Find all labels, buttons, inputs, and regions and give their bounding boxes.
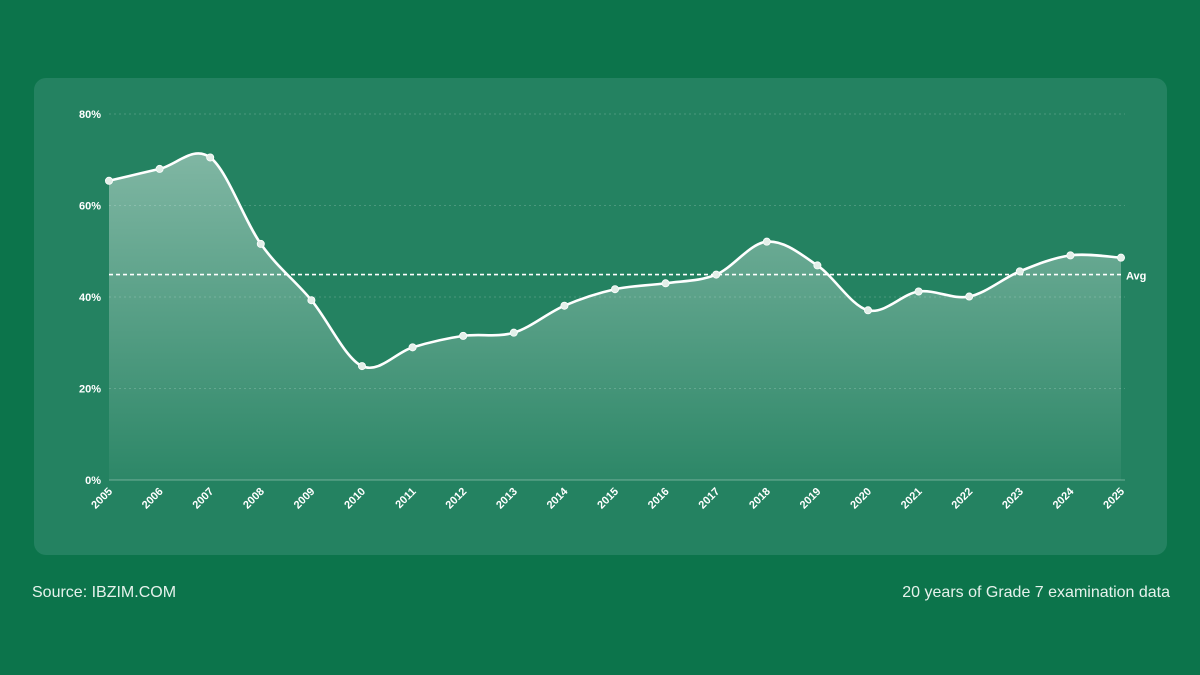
- data-point-2023: [1015, 267, 1024, 276]
- x-tick-label: 2025: [1101, 486, 1127, 512]
- x-tick-label: 2020: [848, 486, 874, 512]
- data-point-2017: [712, 270, 721, 279]
- area-fill: [109, 153, 1121, 481]
- x-tick-label: 2008: [241, 486, 267, 512]
- data-point-2006: [155, 164, 164, 173]
- chart-caption: 20 years of Grade 7 examination data: [902, 584, 1170, 601]
- x-tick-label: 2019: [798, 486, 824, 512]
- average-label: Avg: [1126, 271, 1146, 283]
- data-point-2010: [357, 362, 366, 371]
- average-line-group: Avg: [109, 271, 1146, 283]
- data-point-2005: [105, 176, 114, 185]
- y-tick-label: 0%: [85, 475, 101, 487]
- x-axis-ticks: 2005 2006 2007 2008 2009 2010 2011 2012 2013 2014…: [89, 485, 1127, 511]
- x-tick-label: 2016: [646, 486, 672, 512]
- data-point-2022: [965, 292, 974, 301]
- data-point-2015: [611, 285, 620, 294]
- area-fill-group: [109, 153, 1121, 481]
- x-tick-label: 2006: [140, 486, 166, 512]
- chart-panel: Avg 0% 20% 40% 60% 80% 2005 2006 2007 2008 2009 2…: [34, 78, 1167, 555]
- x-tick-label: 2015: [595, 486, 621, 512]
- y-tick-label: 40%: [79, 292, 101, 304]
- data-point-2016: [661, 279, 670, 288]
- data-point-2019: [813, 261, 822, 270]
- x-tick-label: 2017: [697, 486, 723, 512]
- y-tick-label: 80%: [79, 109, 101, 121]
- x-tick-label: 2022: [950, 486, 976, 512]
- data-point-2024: [1066, 251, 1075, 260]
- x-tick-label: 2023: [1000, 486, 1026, 512]
- data-point-2018: [762, 237, 771, 246]
- x-tick-label: 2007: [191, 486, 217, 512]
- x-tick-label: 2010: [342, 486, 368, 512]
- source-label: Source: IBZIM.COM: [32, 584, 177, 601]
- data-point-2011: [408, 343, 417, 352]
- x-tick-label: 2024: [1051, 485, 1077, 511]
- x-tick-label: 2009: [292, 486, 318, 512]
- x-tick-label: 2013: [494, 486, 520, 512]
- data-point-2025: [1117, 253, 1126, 262]
- x-tick-label: 2012: [444, 486, 470, 512]
- data-point-2009: [307, 296, 316, 305]
- data-point-2012: [459, 331, 468, 340]
- line-chart: Avg 0%20%40%60%80% 2005 2006 2007 2008 2009 2…: [79, 109, 1146, 511]
- x-tick-label: 2014: [545, 485, 571, 511]
- data-point-2014: [560, 301, 569, 310]
- x-tick-label: 2018: [747, 486, 773, 512]
- y-tick-label: 60%: [79, 201, 101, 213]
- y-tick-label: 20%: [79, 384, 101, 396]
- x-tick-label: 2005: [89, 486, 115, 512]
- x-tick-label: 2021: [899, 486, 925, 512]
- x-tick-label: 2011: [393, 486, 418, 511]
- data-point-2008: [256, 239, 265, 248]
- y-axis-ticks: 0% 20% 40% 60% 80%: [79, 109, 101, 487]
- data-point-2007: [206, 153, 215, 162]
- data-points: [105, 153, 1126, 371]
- data-point-2021: [914, 287, 923, 296]
- data-point-2020: [864, 306, 873, 315]
- data-point-2013: [509, 328, 518, 337]
